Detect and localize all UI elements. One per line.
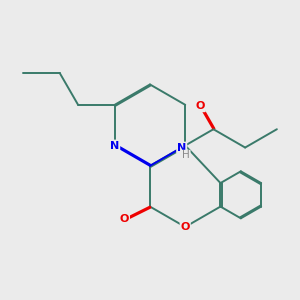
Text: H: H	[182, 150, 190, 160]
Text: O: O	[196, 101, 205, 111]
Text: N: N	[110, 140, 119, 151]
Text: O: O	[181, 222, 190, 232]
Text: N: N	[177, 142, 186, 152]
Text: O: O	[120, 214, 129, 224]
